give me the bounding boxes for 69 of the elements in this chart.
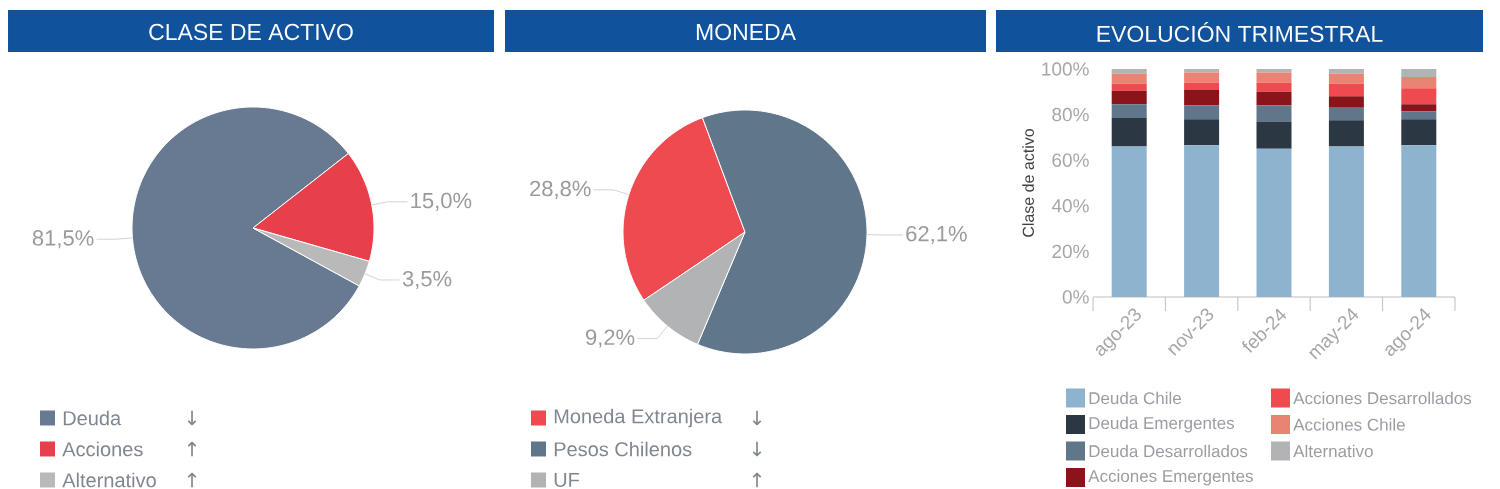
text: ↑ [752,472,762,488]
bar [1401,119,1437,146]
bar [1328,68,1364,74]
legend-label: Acciones Chile [1293,418,1405,431]
legend-label: Alternativo [62,472,156,488]
bar [1401,104,1437,112]
y-axis-title: Clase de activo [1022,129,1035,237]
text: ↑ [187,472,197,488]
bar [1256,82,1292,92]
data-label: 3,5% [402,270,452,290]
bar [1256,148,1292,297]
bar [1111,118,1147,147]
bar [1401,88,1437,105]
bar [1328,146,1364,297]
bar [1401,76,1437,89]
bar [1401,145,1437,297]
bar [1401,68,1437,77]
text: ↑ [187,441,197,457]
bar [1184,119,1220,146]
chart-title: MONEDA [696,23,796,41]
bar [1401,111,1437,120]
bar [1256,105,1292,122]
bar [1256,72,1292,83]
legend-label: Deuda Emergentes [1089,416,1235,433]
bar [1328,83,1364,97]
bar [1256,91,1292,106]
bar [1184,82,1220,90]
legend-label: Deuda Chile [1089,391,1181,405]
legend-label: Alternativo [1293,444,1373,458]
legend-label: Acciones Emergentes [1088,469,1253,486]
text: ↓ [752,410,762,426]
legend-label: Pesos Chilenos [554,441,692,457]
y-tick-label: 100% [1042,62,1089,76]
y-tick-label: 80% [1052,107,1089,122]
bar [1111,104,1147,119]
text: ↓ [752,441,762,457]
data-label: 15,0% [411,192,472,211]
bar [1184,145,1220,297]
y-tick-label: 0% [1062,290,1089,304]
chart-title: EVOLUCIÓN TRIMESTRAL [1097,21,1383,43]
y-tick-label: 60% [1052,153,1089,167]
legend-label: UF [554,473,580,487]
data-label: 9,2% [586,329,635,348]
bar [1256,68,1292,73]
y-tick-label: 20% [1052,244,1089,259]
data-label: 28,8% [530,180,591,199]
bar [1328,120,1364,147]
legend-label: Moneda Extranjera [554,408,723,428]
bar [1111,68,1147,74]
bar [1111,73,1147,84]
bar [1184,72,1220,83]
legend-label: Deuda Desarrollados [1089,444,1248,458]
bar [1111,90,1147,105]
bar [1328,73,1364,84]
bar [1184,105,1220,120]
bar [1328,96,1364,108]
data-label: 81,5% [32,230,94,249]
bar [1184,89,1220,106]
legend-label: Acciones Desarrollados [1293,391,1472,405]
bar [1256,121,1292,149]
bar [1111,83,1147,91]
bar [1328,107,1364,121]
legend-label: Acciones [62,441,143,457]
text: ↓ [187,410,197,426]
legend-label: Deuda [63,410,122,426]
data-label: 62,1% [906,225,967,245]
chart-title: CLASE DE ACTIVO [149,23,353,41]
y-tick-label: 40% [1051,199,1089,213]
bar [1111,146,1147,297]
